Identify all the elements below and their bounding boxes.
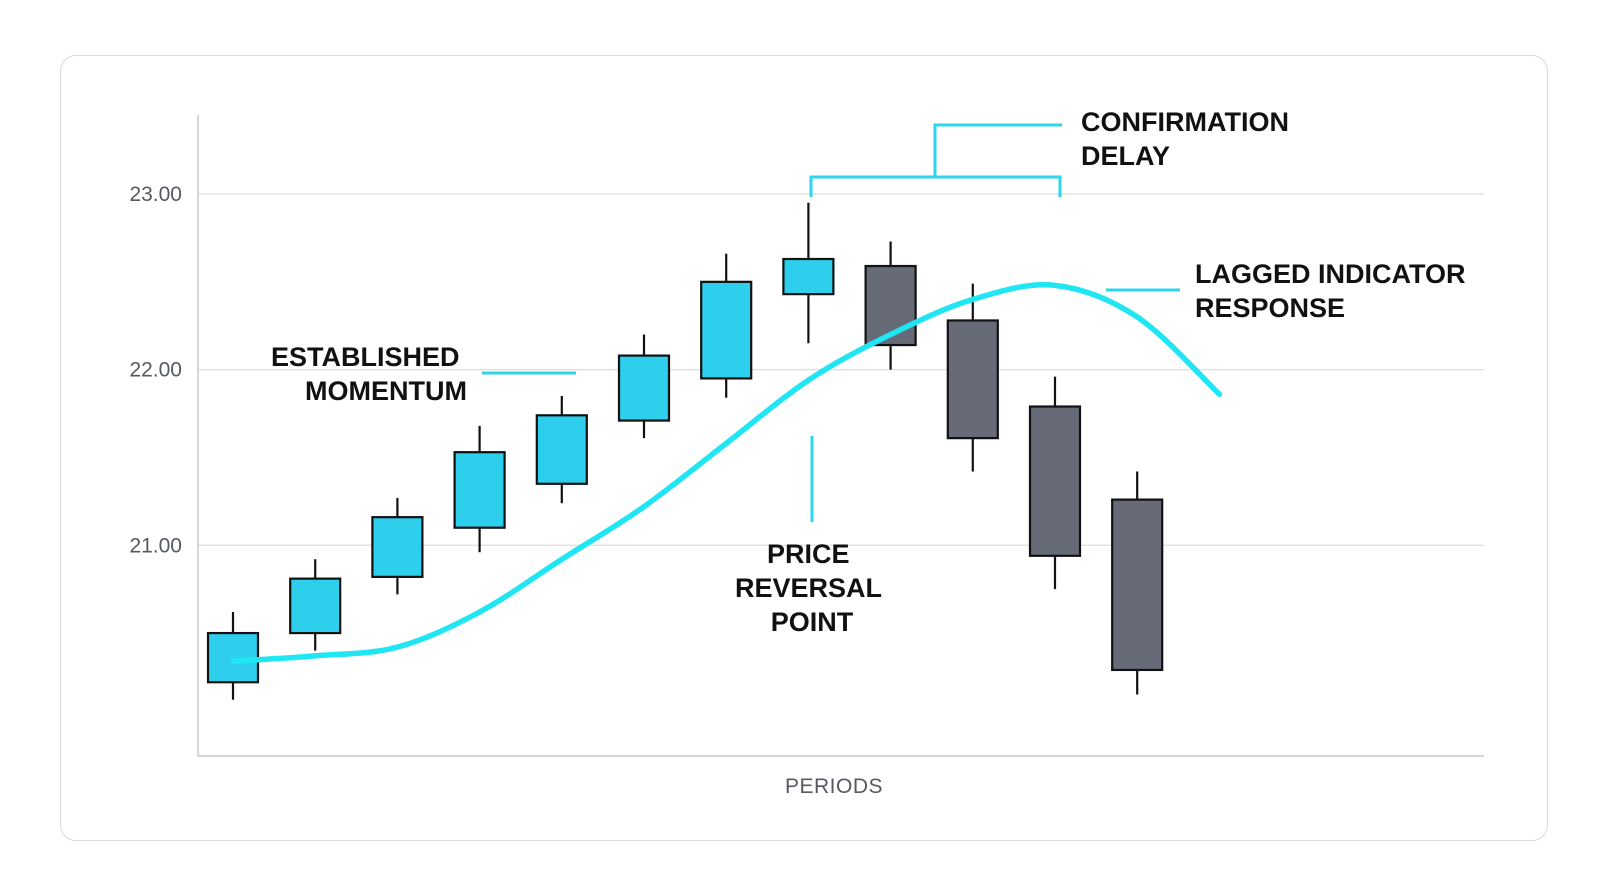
- candle-body-up: [289, 577, 342, 635]
- candle-body-up: [371, 516, 424, 578]
- candle-6: [617, 334, 671, 439]
- candle-body-down: [946, 319, 999, 440]
- confirmation-delay-label: CONFIRMATION DELAY: [1081, 107, 1297, 171]
- candle-body-up: [782, 257, 835, 296]
- candles: [206, 202, 1164, 700]
- y-tick-label-22.00: 22.00: [129, 359, 182, 382]
- y-tick-label-21.00: 21.00: [129, 534, 182, 557]
- price-reversal-line-2: REVERSAL: [735, 573, 882, 603]
- candle-1: [206, 611, 260, 700]
- confirmation-delay-line-1: CONFIRMATION: [1081, 107, 1289, 137]
- indicator-series: [230, 282, 1223, 664]
- annotation-labels: ESTABLISHED MOMENTUM PRICE REVERSAL POIN…: [271, 107, 1473, 637]
- price-reversal-label: PRICE REVERSAL POINT: [735, 539, 889, 637]
- axes: [197, 115, 1484, 757]
- price-reversal-line-3: POINT: [771, 607, 854, 637]
- lagged-indicator-line-2: RESPONSE: [1195, 293, 1345, 323]
- annotation-lines: [482, 123, 1180, 522]
- lagged-indicator-line-1: LAGGED INDICATOR: [1195, 259, 1466, 289]
- chart-card: [60, 55, 1548, 841]
- candle-11: [1028, 376, 1082, 590]
- candle-10: [946, 283, 999, 472]
- y-tick-label-23.00: 23.00: [129, 183, 182, 206]
- candle-12: [1111, 471, 1164, 695]
- candle-body-down: [1028, 405, 1082, 557]
- candle-3: [371, 497, 424, 595]
- candle-body-up: [453, 451, 506, 529]
- established-momentum-line-1: ESTABLISHED: [271, 342, 460, 372]
- price-reversal-line-1: PRICE: [767, 539, 850, 569]
- candle-7: [700, 253, 753, 398]
- y-tick-labels: 21.00 22.00 23.00: [129, 183, 182, 557]
- indicator-line: [230, 282, 1223, 664]
- established-momentum-line-2: MOMENTUM: [305, 376, 467, 406]
- candle-9: [864, 241, 917, 370]
- candle-8: [782, 202, 835, 344]
- candle-body-up: [617, 354, 671, 422]
- candle-body-down: [1111, 498, 1164, 672]
- confirmation-delay-connector: [933, 123, 1062, 177]
- confirmation-delay-line-2: DELAY: [1081, 141, 1170, 171]
- candle-body-up: [535, 414, 588, 485]
- candle-5: [535, 395, 588, 504]
- candle-2: [289, 559, 342, 651]
- established-momentum-label: ESTABLISHED MOMENTUM: [271, 342, 467, 406]
- lagged-indicator-label: LAGGED INDICATOR RESPONSE: [1195, 259, 1473, 323]
- candle-4: [453, 425, 506, 553]
- x-axis-label: PERIODS: [785, 775, 883, 798]
- candle-body-up: [700, 280, 753, 380]
